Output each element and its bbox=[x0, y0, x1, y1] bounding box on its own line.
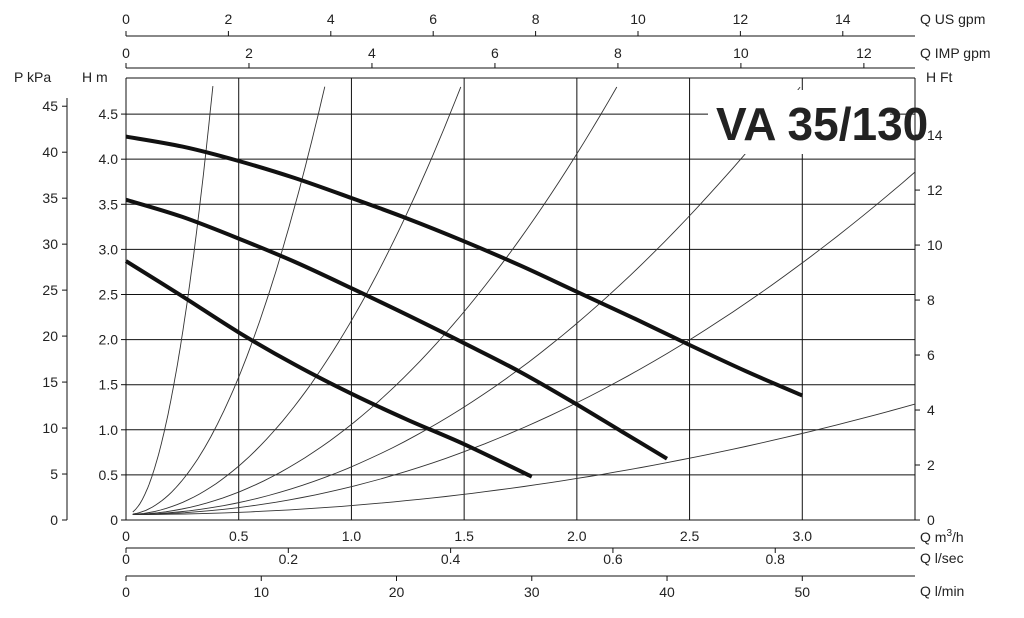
pump-curve-line bbox=[124, 259, 533, 479]
system-curve bbox=[132, 86, 462, 515]
h-ft-tick-label: 4 bbox=[927, 402, 935, 418]
imp-gpm-tick-label: 0 bbox=[122, 45, 130, 61]
imp-gpm-tick-label: 8 bbox=[614, 45, 622, 61]
imp-gpm-axis-label: Q IMP gpm bbox=[920, 45, 991, 61]
ls-tick-label: 0.2 bbox=[279, 551, 299, 567]
lmin-tick-label: 50 bbox=[794, 584, 810, 600]
us-gpm-tick-label: 8 bbox=[532, 11, 540, 27]
ls-tick-label: 0.6 bbox=[603, 551, 623, 567]
model-label-background bbox=[708, 90, 890, 154]
h-m-tick-label: 1.5 bbox=[99, 377, 119, 393]
p-kpa-tick-label: 10 bbox=[42, 420, 58, 436]
ls-tick-label: 0 bbox=[122, 551, 130, 567]
m3h-tick-label: 2.5 bbox=[680, 528, 700, 544]
us-gpm-tick-label: 10 bbox=[630, 11, 646, 27]
us-gpm-tick-label: 2 bbox=[225, 11, 233, 27]
imp-gpm-tick-label: 10 bbox=[733, 45, 749, 61]
chart-grid bbox=[125, 77, 916, 521]
lmin-tick-label: 10 bbox=[253, 584, 269, 600]
lmin-tick-label: 0 bbox=[122, 584, 130, 600]
system-curves bbox=[132, 86, 916, 516]
us-gpm-tick-label: 14 bbox=[835, 11, 851, 27]
system-curve bbox=[132, 403, 916, 516]
h-ft-tick-label: 2 bbox=[927, 457, 935, 473]
imp-gpm-tick-label: 6 bbox=[491, 45, 499, 61]
m3h-tick-label: 3.0 bbox=[793, 528, 813, 544]
p-kpa-tick-label: 40 bbox=[42, 144, 58, 160]
h-ft-axis-label: H Ft bbox=[926, 69, 953, 85]
p-kpa-tick-label: 15 bbox=[42, 374, 58, 390]
ls-tick-label: 0.8 bbox=[765, 551, 785, 567]
pump-curve-line bbox=[125, 134, 804, 398]
imp-gpm-tick-label: 4 bbox=[368, 45, 376, 61]
p-kpa-tick-label: 30 bbox=[42, 236, 58, 252]
p-kpa-tick-label: 0 bbox=[50, 512, 58, 528]
system-curve bbox=[132, 86, 326, 515]
h-m-tick-label: 3.5 bbox=[99, 196, 119, 212]
system-curve bbox=[132, 86, 214, 513]
pump-curve-line bbox=[125, 197, 669, 461]
p-kpa-tick-label: 35 bbox=[42, 190, 58, 206]
p-kpa-tick-label: 5 bbox=[50, 466, 58, 482]
us-gpm-tick-label: 4 bbox=[327, 11, 335, 27]
m3h-tick-label: 1.0 bbox=[342, 528, 362, 544]
us-gpm-tick-label: 0 bbox=[122, 11, 130, 27]
p-kpa-tick-label: 45 bbox=[42, 98, 58, 114]
ls-tick-label: 0.4 bbox=[441, 551, 461, 567]
lmin-tick-label: 20 bbox=[389, 584, 405, 600]
m3h-tick-label: 0.5 bbox=[229, 528, 249, 544]
h-m-tick-label: 4.0 bbox=[99, 151, 119, 167]
lmin-tick-label: 30 bbox=[524, 584, 540, 600]
m3h-tick-label: 1.5 bbox=[454, 528, 474, 544]
p-kpa-axis-label: P kPa bbox=[14, 69, 51, 85]
p-kpa-tick-label: 25 bbox=[42, 282, 58, 298]
h-ft-tick-label: 12 bbox=[927, 182, 943, 198]
h-m-axis-label: H m bbox=[82, 69, 108, 85]
h-m-tick-label: 1.0 bbox=[99, 422, 119, 438]
h-ft-tick-label: 14 bbox=[927, 127, 943, 143]
h-ft-tick-label: 10 bbox=[927, 237, 943, 253]
chart-axes: 00.51.01.52.02.53.03.54.04.5051015202530… bbox=[42, 11, 942, 600]
h-m-tick-label: 2.0 bbox=[99, 332, 119, 348]
ls-axis-label: Q l/sec bbox=[920, 550, 964, 566]
us-gpm-axis-label: Q US gpm bbox=[920, 11, 985, 27]
imp-gpm-tick-label: 2 bbox=[245, 45, 253, 61]
chart-title: VA 35/130 bbox=[716, 98, 928, 150]
pump-curves bbox=[124, 134, 804, 479]
h-ft-tick-label: 8 bbox=[927, 292, 935, 308]
system-curve bbox=[132, 86, 801, 515]
h-ft-tick-label: 0 bbox=[927, 512, 935, 528]
m3h-tick-label: 2.0 bbox=[567, 528, 587, 544]
h-m-tick-label: 0.5 bbox=[99, 467, 119, 483]
h-m-tick-label: 2.5 bbox=[99, 286, 119, 302]
m3h-tick-label: 0 bbox=[122, 528, 130, 544]
lmin-tick-label: 40 bbox=[659, 584, 675, 600]
imp-gpm-tick-label: 12 bbox=[856, 45, 872, 61]
us-gpm-tick-label: 12 bbox=[733, 11, 749, 27]
m3h-axis-label: Q m3/h bbox=[920, 528, 964, 545]
h-m-tick-label: 4.5 bbox=[99, 106, 119, 122]
h-m-tick-label: 3.0 bbox=[99, 241, 119, 257]
us-gpm-tick-label: 6 bbox=[429, 11, 437, 27]
h-ft-tick-label: 6 bbox=[927, 347, 935, 363]
p-kpa-tick-label: 20 bbox=[42, 328, 58, 344]
system-curve bbox=[132, 171, 916, 516]
h-m-tick-label: 0 bbox=[110, 512, 118, 528]
lmin-axis-label: Q l/min bbox=[920, 583, 964, 599]
